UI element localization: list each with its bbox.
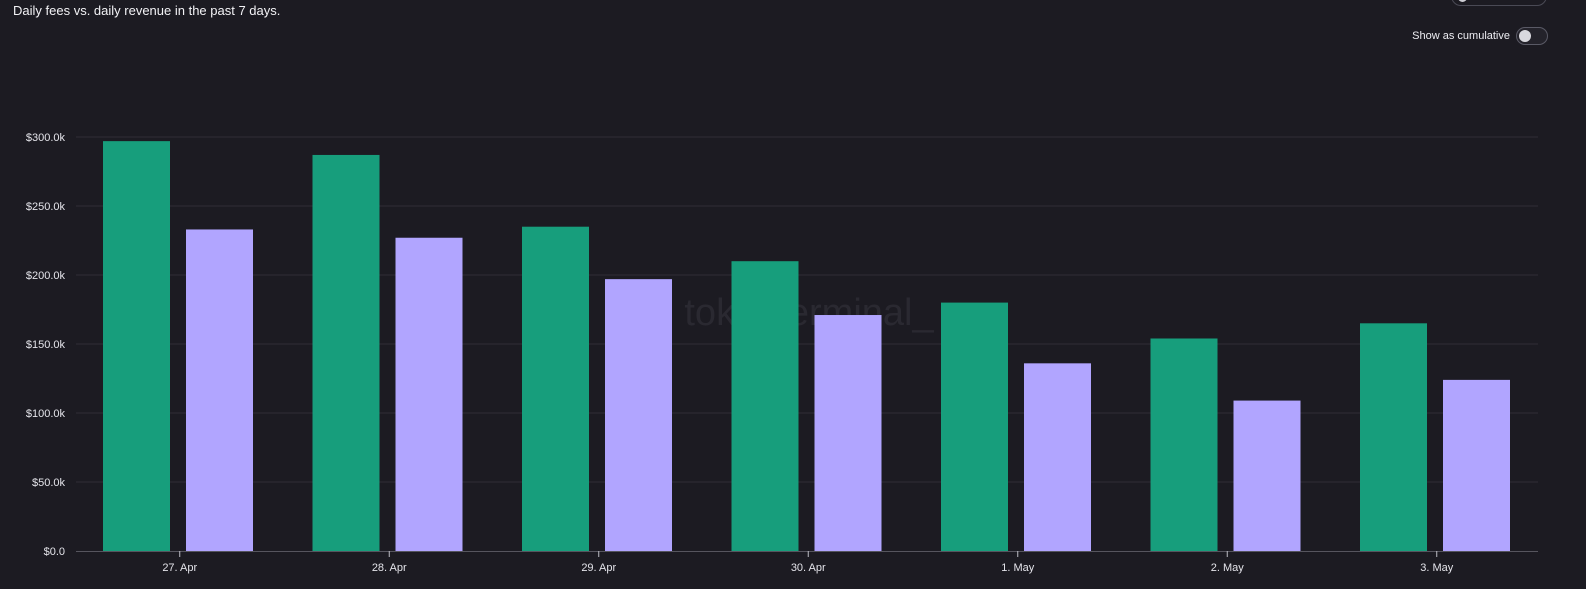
fees-bar[interactable] <box>522 226 589 551</box>
x-tick-label: 3. May <box>1420 562 1454 574</box>
period-selector-icon <box>1458 0 1467 2</box>
y-tick-label: $300.0k <box>26 132 66 144</box>
cumulative-label: Show as cumulative <box>1412 30 1510 42</box>
y-tick-label: $250.0k <box>26 201 66 213</box>
y-axis-ticks: $0.0 $50.0k $100.0k $150.0k $200.0k $250.0k $3… <box>26 132 66 558</box>
y-tick-label: $150.0k <box>26 339 66 351</box>
revenue-bar[interactable] <box>1443 379 1510 551</box>
cumulative-control: Show as cumulative <box>1412 27 1548 45</box>
toggle-knob <box>1519 30 1531 42</box>
fees-bar[interactable] <box>731 261 799 551</box>
fees-bar[interactable] <box>312 154 380 551</box>
revenue-bar[interactable] <box>1233 400 1301 551</box>
x-tick-label: 28. Apr <box>372 562 407 574</box>
revenue-bar[interactable] <box>814 315 882 551</box>
y-tick-label: $50.0k <box>32 477 66 489</box>
bars <box>103 141 1510 552</box>
x-tick-label: 2. May <box>1211 562 1245 574</box>
revenue-bar[interactable] <box>605 279 672 551</box>
cumulative-toggle[interactable] <box>1516 27 1548 45</box>
x-tick-label: 30. Apr <box>791 562 826 574</box>
revenue-bar[interactable] <box>395 237 463 552</box>
x-tick-label: 27. Apr <box>162 562 197 574</box>
x-tick-label: 29. Apr <box>581 562 616 574</box>
watermark: tokenterminal_ <box>684 292 934 334</box>
fees-bar[interactable] <box>1150 338 1218 551</box>
fees-bar[interactable] <box>1360 323 1427 551</box>
x-tick-label: 1. May <box>1001 562 1035 574</box>
revenue-bar[interactable] <box>1024 363 1091 551</box>
fees-bar[interactable] <box>941 302 1008 551</box>
y-tick-label: $0.0 <box>44 546 65 558</box>
y-tick-label: $100.0k <box>26 408 66 420</box>
y-tick-label: $200.0k <box>26 270 66 282</box>
x-axis: 27. Apr 28. Apr 29. Apr 30. Apr 1. May 2. May… <box>76 551 1538 574</box>
fees-bar[interactable] <box>103 141 170 551</box>
chart-subtitle: Daily fees vs. daily revenue in the past… <box>13 3 281 18</box>
revenue-bar[interactable] <box>186 229 253 551</box>
